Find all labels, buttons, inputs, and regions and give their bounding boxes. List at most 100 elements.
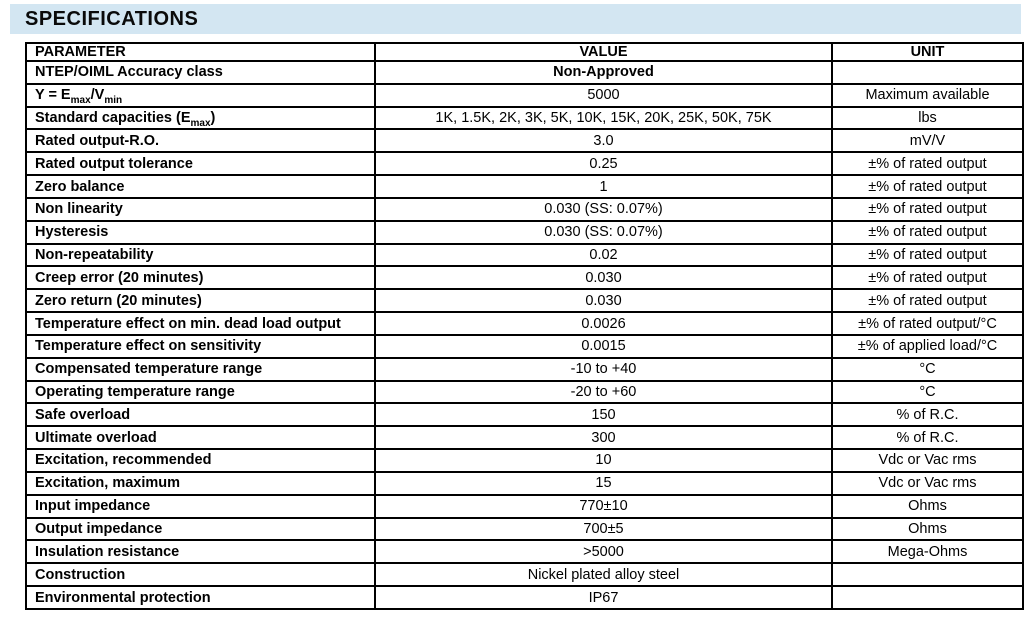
table-row: Hysteresis 0.030 (SS: 0.07%) ±% of rated o… [25,219,1024,245]
value-cell: 3.0 [374,128,833,154]
value-cell: 0.030 [374,288,833,314]
value-cell: 0.25 [374,151,833,177]
table-row: Construction Nickel plated alloy steel [25,562,1024,588]
unit-cell: °C [831,379,1024,405]
unit-cell [831,585,1024,610]
value-cell: 1K, 1.5K, 2K, 3K, 5K, 10K, 15K, 20K, 25K… [374,105,833,131]
unit-cell: ±% of rated output [831,219,1024,245]
table-row: Rated output tolerance 0.25 ±% of rated ou… [25,151,1024,177]
table-row: Creep error (20 minutes) 0.030 ±% of rated… [25,265,1024,291]
table-row: Safe overload 150% of R.C. [25,402,1024,428]
parameter-cell: Zero return (20 minutes) [25,288,376,314]
value-cell: 0.0026 [374,311,833,336]
table-row: Zero balance 1 ±% of rated output [25,174,1024,199]
unit-cell: ±% of rated output [831,151,1024,177]
parameter-cell: Safe overload [25,402,376,428]
unit-cell [831,562,1024,588]
value-cell: 0.02 [374,242,833,268]
value-cell: 15 [374,470,833,496]
unit-cell: Maximum available [831,82,1024,108]
table-row: Excitation, maximum 15 Vdc or Vac rms [25,470,1024,496]
unit-cell: Vdc or Vac rms [831,448,1024,473]
parameter-cell: Standard capacities (Emax) [25,105,376,131]
table-row: Environmental protection IP67 [25,585,1024,610]
table-header: PARAMETER VALUE UNIT [25,42,1024,62]
parameter-cell: Y = Emax/Vmin [25,82,376,108]
unit-cell: ±% of rated output [831,288,1024,314]
parameter-cell: Excitation, recommended [25,448,376,473]
column-header-value: VALUE [374,42,833,62]
table-row: Output impedance 700±5 Ohms [25,516,1024,542]
table-row: Y = Emax/Vmin 5000 Maximum available [25,82,1024,108]
unit-cell: ±% of rated output/°C [831,311,1024,336]
value-cell: 10 [374,448,833,473]
parameter-cell: Temperature effect on sensitivity [25,333,376,359]
table-row: Zero return (20 minutes) 0.030 ±% of rated… [25,288,1024,314]
unit-cell: ±% of rated output [831,265,1024,291]
specifications-table: PARAMETER VALUE UNIT NTEP/OIML Accuracy … [25,42,1024,610]
parameter-cell: NTEP/OIML Accuracy class [25,60,376,85]
value-cell: 0.030 [374,265,833,291]
parameter-cell: Ultimate overload [25,425,376,451]
parameter-cell: Input impedance [25,493,376,519]
parameter-cell: Operating temperature range [25,379,376,405]
unit-cell: % of R.C. [831,402,1024,428]
value-cell: Nickel plated alloy steel [374,562,833,588]
table-row: Temperature effect on min. dead load out… [25,311,1024,336]
unit-cell: % of R.C. [831,425,1024,451]
unit-cell: lbs [831,105,1024,131]
parameter-cell: Environmental protection [25,585,376,610]
spec-table-body: NTEP/OIML Accuracy class Non-Approved Y = … [25,60,1024,610]
parameter-cell: Non linearity [25,196,376,222]
parameter-cell: Construction [25,562,376,588]
value-cell: 0.030 (SS: 0.07%) [374,196,833,222]
table-row: Input impedance 770±10 Ohms [25,493,1024,519]
parameter-cell: Temperature effect on min. dead load out… [25,311,376,336]
value-cell: 0.0015 [374,333,833,359]
table-row: Compensated temperature range -10 to +40 °… [25,356,1024,382]
parameter-cell: Insulation resistance [25,539,376,565]
parameter-cell: Zero balance [25,174,376,199]
table-row: Operating temperature range -20 to +60 °C [25,379,1024,405]
value-cell: 700±5 [374,516,833,542]
unit-cell: Mega-Ohms [831,539,1024,565]
table-row: Standard capacities (Emax) 1K, 1.5K, 2K, … [25,105,1024,131]
value-cell: 770±10 [374,493,833,519]
value-cell: -20 to +60 [374,379,833,405]
page-title: SPECIFICATIONS [25,7,199,30]
table-row: Ultimate overload 300% of R.C. [25,425,1024,451]
value-cell: 1 [374,174,833,199]
table-row: NTEP/OIML Accuracy class Non-Approved [25,60,1024,85]
unit-cell: ±% of rated output [831,174,1024,199]
unit-cell: mV/V [831,128,1024,154]
unit-cell [831,60,1024,85]
value-cell: 300 [374,425,833,451]
value-cell: >5000 [374,539,833,565]
unit-cell: ±% of rated output [831,242,1024,268]
parameter-cell: Rated output tolerance [25,151,376,177]
value-cell: 5000 [374,82,833,108]
parameter-cell: Hysteresis [25,219,376,245]
table-row: Non linearity 0.030 (SS: 0.07%) ±% of rate… [25,196,1024,222]
column-header-unit: UNIT [831,42,1024,62]
unit-cell: °C [831,356,1024,382]
parameter-cell: Creep error (20 minutes) [25,265,376,291]
table-header-row: PARAMETER VALUE UNIT [25,42,1024,62]
table-row: Insulation resistance >5000 Mega-Ohms [25,539,1024,565]
table-row: Excitation, recommended 10 Vdc or Vac rms [25,448,1024,473]
parameter-cell: Output impedance [25,516,376,542]
table-row: Temperature effect on sensitivity 0.0015 ±… [25,333,1024,359]
table-row: Non-repeatability 0.02 ±% of rated output [25,242,1024,268]
column-header-parameter: PARAMETER [25,42,376,62]
value-cell: Non-Approved [374,60,833,85]
unit-cell: ±% of rated output [831,196,1024,222]
value-cell: IP67 [374,585,833,610]
unit-cell: ±% of applied load/°C [831,333,1024,359]
value-cell: -10 to +40 [374,356,833,382]
parameter-cell: Rated output-R.O. [25,128,376,154]
unit-cell: Ohms [831,493,1024,519]
parameter-cell: Compensated temperature range [25,356,376,382]
section-title-bar: SPECIFICATIONS [10,4,1021,34]
parameter-cell: Excitation, maximum [25,470,376,496]
